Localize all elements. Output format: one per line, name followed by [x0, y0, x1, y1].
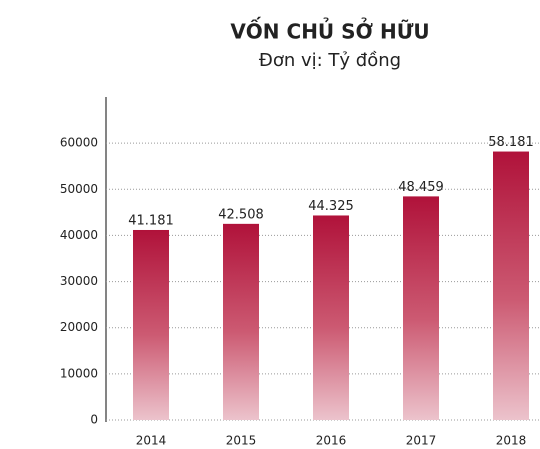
bar [403, 196, 439, 420]
value-label: 58.181 [488, 135, 534, 150]
chart-subtitle: Đơn vị: Tỷ đồng [259, 50, 401, 71]
x-tick-label: 2014 [136, 434, 167, 448]
value-label: 42.508 [218, 207, 264, 222]
y-tick-label: 40000 [60, 228, 98, 242]
y-tick-label: 30000 [60, 274, 98, 288]
bar [223, 223, 259, 420]
bar [313, 215, 349, 420]
bar [133, 229, 169, 420]
y-tick-label: 20000 [60, 320, 98, 334]
x-tick-label: 2015 [226, 434, 257, 448]
value-label: 48.459 [398, 180, 444, 195]
y-tick-label: 0 [90, 413, 98, 427]
bar [493, 151, 529, 420]
x-tick-label: 2016 [316, 434, 347, 448]
y-tick-label: 50000 [60, 182, 98, 196]
x-tick-label: 2018 [496, 434, 527, 448]
y-tick-label: 60000 [60, 136, 98, 150]
value-label: 41.181 [128, 213, 174, 228]
x-tick-label: 2017 [406, 434, 437, 448]
y-tick-label: 10000 [60, 366, 98, 380]
chart-title: VỐN CHỦ SỞ HỮU [230, 18, 429, 44]
value-label: 44.325 [308, 199, 354, 214]
